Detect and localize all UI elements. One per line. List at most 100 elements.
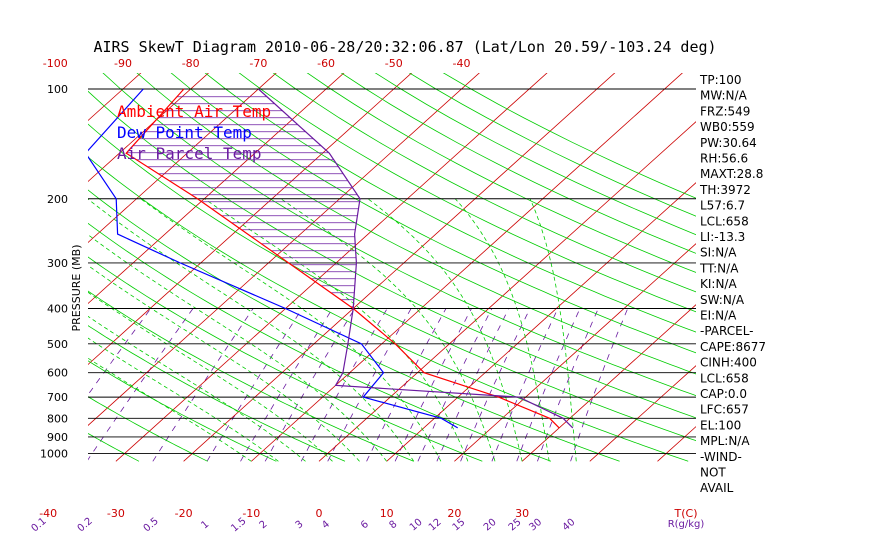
index-entry: CAPE:8677	[700, 340, 766, 354]
top-temp-tick-label: -80	[182, 57, 200, 70]
dry-adiabat-line	[170, 73, 696, 354]
index-entry: PW:30.64	[700, 136, 757, 150]
top-temp-tick-label: -50	[385, 57, 403, 70]
mixing-ratio-line	[516, 308, 581, 462]
pressure-tick-label: 1000	[40, 448, 68, 461]
index-entry: MW:N/A	[700, 89, 748, 103]
top-temp-tick-label: -100	[43, 57, 68, 70]
pressure-tick-label: 600	[47, 367, 68, 380]
mixing-ratio-tick-label: 40	[561, 517, 578, 534]
isotherm-line	[88, 73, 345, 305]
moist-adiabat-line	[529, 198, 577, 462]
mixing-ratio-line	[264, 308, 356, 462]
dry-adiabat-line	[408, 73, 696, 217]
mixing-ratio-line	[394, 308, 472, 462]
isotherm-line	[251, 73, 683, 462]
moist-adiabat-line	[140, 198, 442, 462]
moist-adiabat-line	[454, 198, 550, 462]
dry-adiabat-line	[88, 90, 696, 419]
index-entry: SW:N/A	[700, 293, 745, 307]
moist-adiabat-line	[88, 264, 360, 462]
dry-adiabat-line	[272, 73, 696, 293]
dewpoint-line	[88, 88, 459, 429]
mixing-ratio-tick-label: 0.2	[76, 516, 95, 535]
top-temp-ticks: -120-110-100-90-80-70-60-50-40	[0, 57, 470, 70]
isotherm-line	[183, 73, 616, 462]
isotherm-line	[318, 121, 696, 462]
legend-dewpoint: Dew Point Temp	[117, 123, 252, 142]
moist-adiabat-line	[280, 198, 496, 462]
index-entry: WB0:559	[700, 120, 755, 134]
index-entry: -WIND-	[700, 450, 742, 464]
legend-parcel: Air Parcel Temp	[117, 144, 262, 163]
dry-adiabat-line	[88, 123, 696, 442]
dry-adiabat-line	[238, 73, 696, 313]
mixing-ratio-line	[366, 308, 447, 462]
mixing-ratio-line	[436, 308, 510, 462]
moist-adiabat-line	[88, 234, 388, 462]
dry-adiabat-line	[88, 189, 620, 462]
mixing-ratio-line	[417, 308, 493, 462]
dry-adiabat-line	[204, 73, 696, 333]
bottom-temp-tick-label: 30	[515, 507, 529, 520]
mixing-ratio-line	[88, 308, 194, 461]
index-entry: L57:6.7	[700, 199, 745, 213]
mixing-ratio-tick-label: 30	[527, 517, 544, 534]
isotherm-line	[386, 182, 696, 462]
isotherm-line	[657, 426, 696, 462]
isobar-lines	[88, 88, 696, 455]
top-temp-tick-label: -70	[249, 57, 267, 70]
bottom-temp-tick-label: -40	[39, 507, 57, 520]
isotherm-line	[0, 54, 27, 462]
isotherm-line	[589, 365, 696, 462]
index-entry: SI:N/A	[700, 246, 737, 260]
index-entry: MPL:N/A	[700, 434, 750, 448]
mixing-ratio-tick-label: 8	[388, 519, 400, 532]
mixing-ratio-tick-label: 6	[359, 519, 371, 532]
top-temp-tick-label: -60	[317, 57, 335, 70]
mixing-ratio-tick-label: 4	[320, 519, 332, 532]
index-entry: KI:N/A	[700, 277, 737, 291]
bottom-temp-tick-label: -20	[175, 507, 193, 520]
dry-adiabat-line	[88, 325, 346, 462]
moist-adiabat-line	[204, 198, 469, 462]
bottom-temp-tick-label: -30	[107, 507, 125, 520]
mixing-ratio-tick-label: 0.5	[142, 516, 161, 535]
top-temp-tick-label: -90	[114, 57, 132, 70]
dry-adiabat-lines	[88, 73, 696, 462]
index-entry: MAXT:28.8	[700, 167, 763, 181]
chart-title: AIRS SkewT Diagram 2010-06-28/20:32:06.8…	[93, 38, 716, 56]
isotherm-line	[88, 73, 413, 366]
index-entry: FRZ:549	[700, 104, 750, 118]
top-temp-tick-label: -40	[452, 57, 470, 70]
pressure-tick-label: 900	[47, 431, 68, 444]
index-entry: TT:N/A	[699, 261, 739, 275]
dry-adiabat-line	[136, 73, 696, 375]
isotherm-line	[88, 73, 277, 244]
pressure-tick-label: 100	[47, 83, 68, 96]
pressure-tick-label: 500	[47, 338, 68, 351]
index-entry: NOT	[700, 466, 726, 480]
moist-adiabat-lines	[88, 198, 577, 462]
index-entry: CINH:400	[700, 356, 757, 370]
dry-adiabat-line	[306, 73, 696, 273]
bottom-temp-tick-label: 0	[316, 507, 323, 520]
index-entry: LI:-13.3	[700, 230, 745, 244]
cape-hatching	[126, 96, 360, 308]
mixing-ratio-tick-label: 10	[408, 517, 425, 534]
bottom-temp-tick-label: -10	[242, 507, 260, 520]
pressure-tick-label: 400	[47, 303, 68, 316]
dry-adiabat-line	[102, 73, 696, 397]
y-axis-label: PRESSURE (MB)	[70, 245, 83, 332]
index-entry: AVAIL	[700, 481, 734, 495]
ambient-temp-line	[125, 88, 560, 429]
x-axis-label: T(C)	[674, 507, 698, 520]
index-entry: LCL:658	[700, 214, 749, 228]
mixing-ratio-line	[570, 308, 629, 462]
moist-adiabat-line	[88, 337, 279, 462]
dry-adiabat-line	[340, 73, 696, 254]
mixing-ratio-unit-label: R(g/kg)	[668, 519, 705, 530]
index-entry: CAP:0.0	[700, 387, 747, 401]
